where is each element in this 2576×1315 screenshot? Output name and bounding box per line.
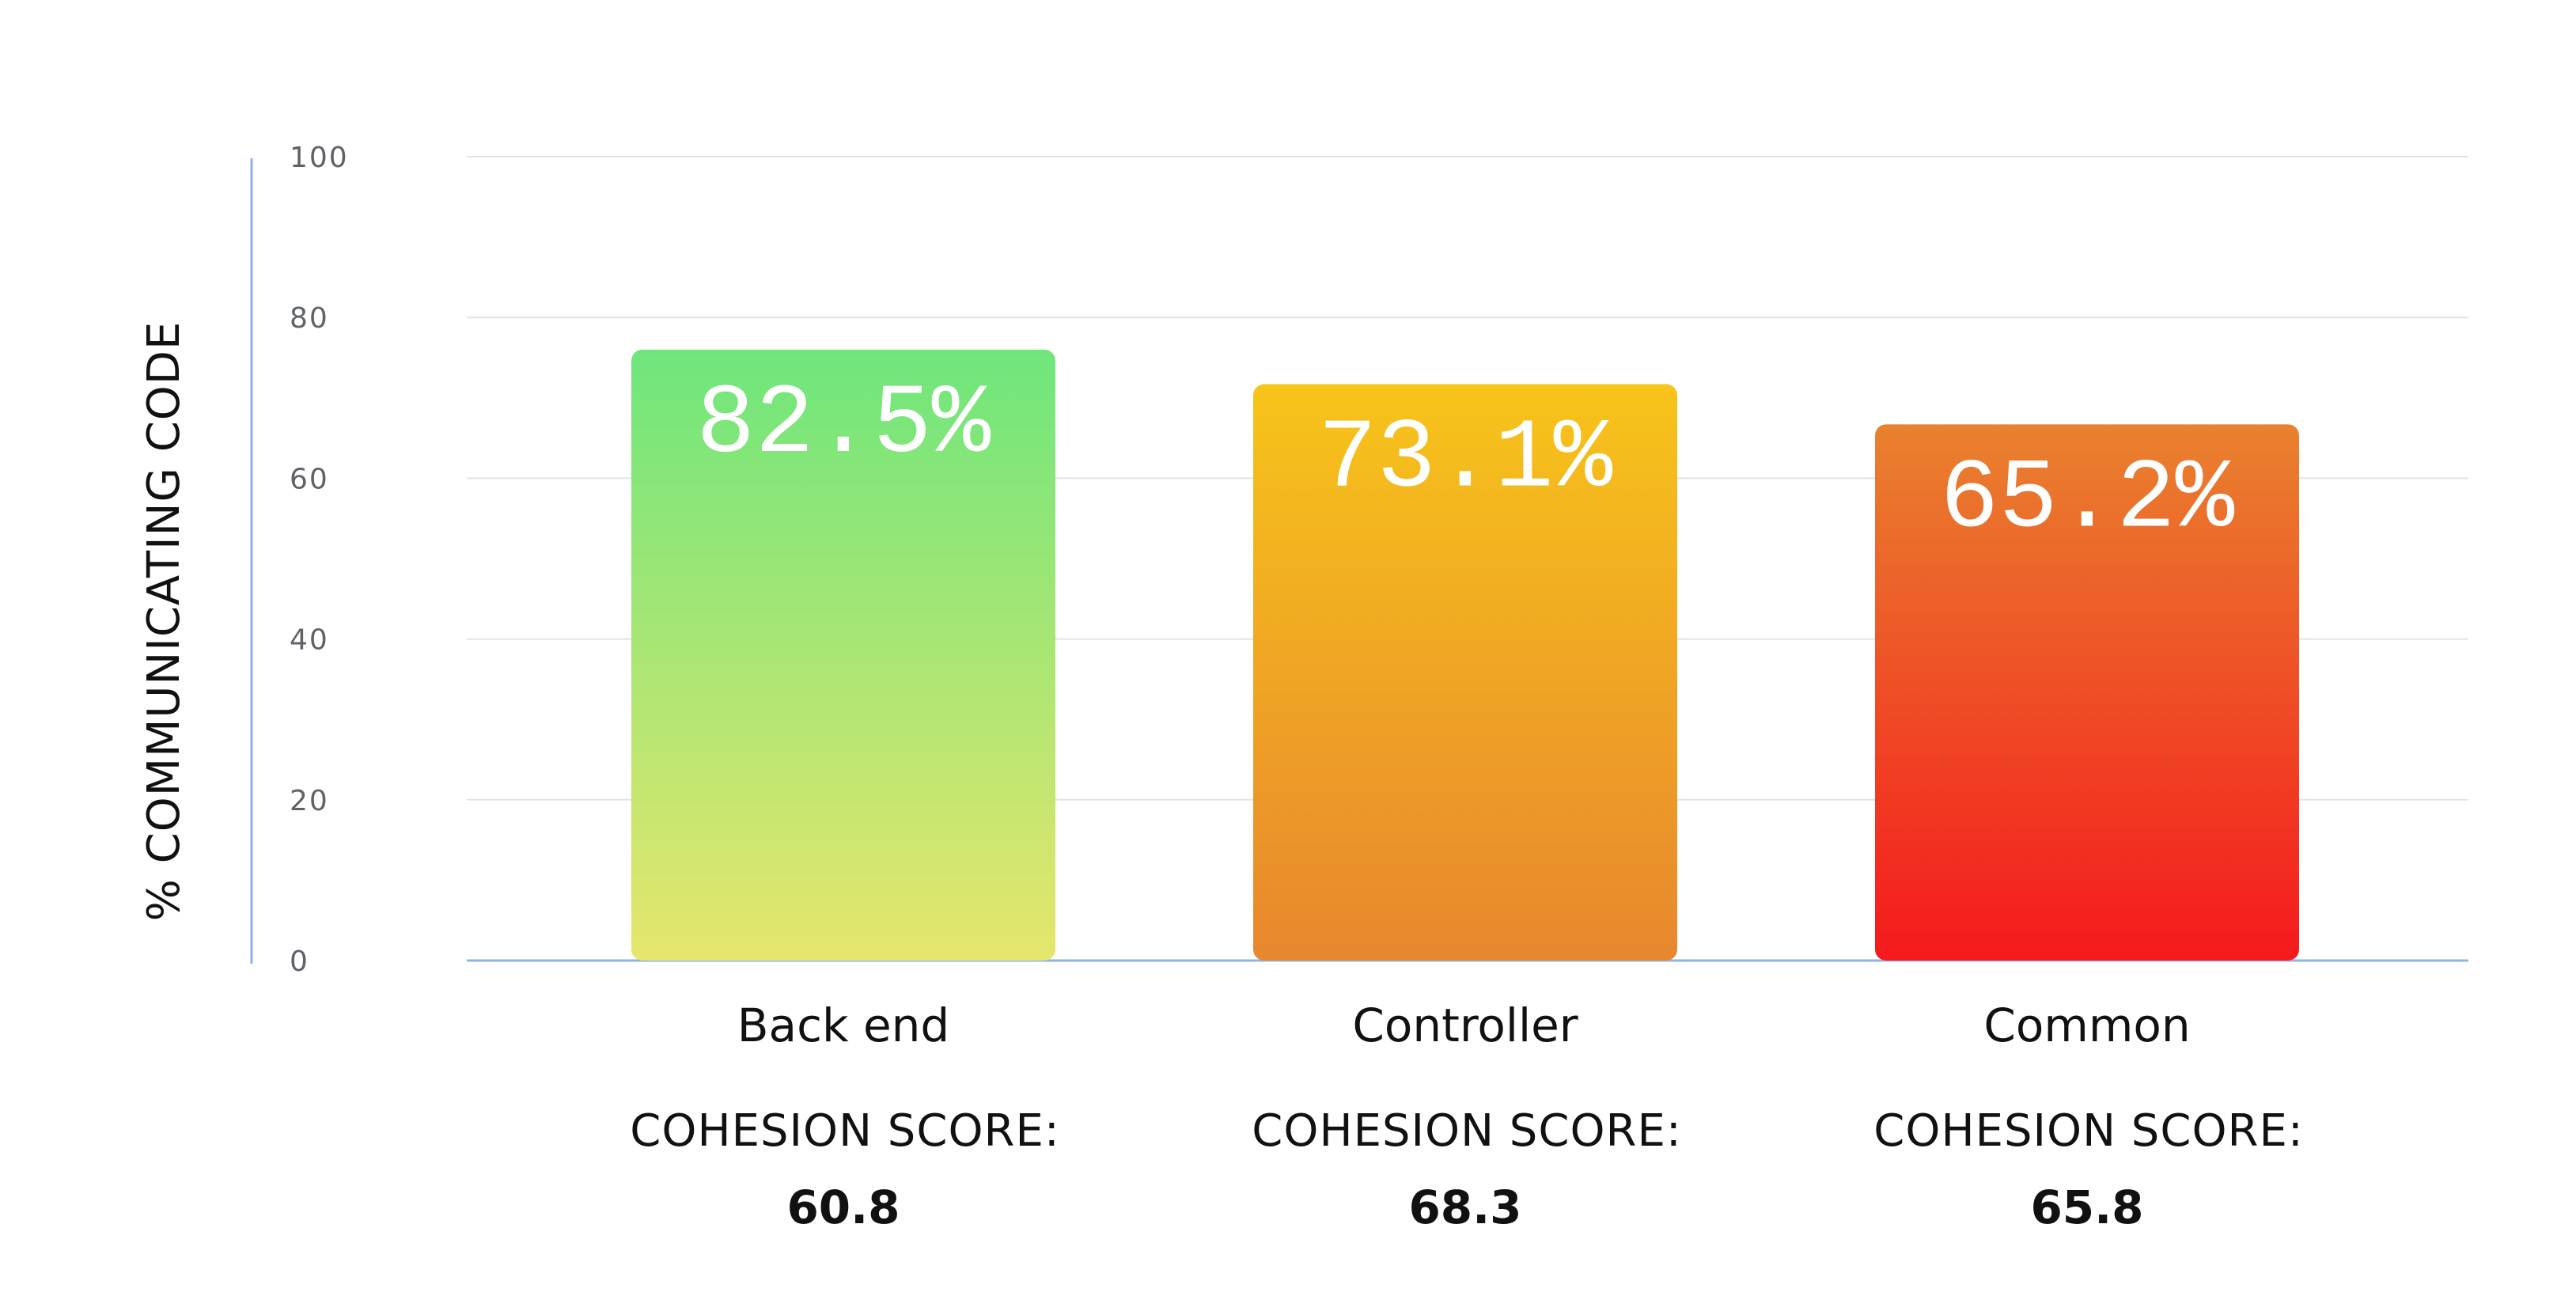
cohesion-score-label: COHESION SCORE: (630, 1105, 1059, 1157)
data-label: 65.2% (1940, 445, 2235, 555)
bar-common (1875, 424, 2299, 961)
y-tick-label: 60 (290, 463, 329, 495)
data-label: 82.5% (696, 370, 991, 481)
y-tick-labels: 0 20 40 60 80 100 (290, 142, 349, 978)
y-tick-label: 80 (290, 302, 329, 335)
cohesion-score-value: 68.3 (1408, 1180, 1521, 1234)
y-axis-title: % COMMUNICATING CODE (138, 321, 190, 922)
cohesion-score-label: COHESION SCORE: (1873, 1105, 2303, 1157)
bar-controller (1253, 384, 1677, 961)
cohesion-score-value: 65.8 (2030, 1180, 2143, 1234)
bars (631, 349, 2299, 961)
data-labels: 82.5% 73.1% 65.2% (696, 370, 2235, 555)
category-labels: Back end COHESION SCORE: 60.8 Controller COH… (630, 999, 2303, 1234)
category-label: Common (1983, 999, 2190, 1052)
category-label: Controller (1352, 999, 1578, 1052)
category-label: Back end (737, 999, 950, 1052)
y-tick-label: 0 (290, 946, 309, 978)
y-tick-label: 100 (290, 142, 349, 174)
data-label: 73.1% (1318, 405, 1613, 516)
cohesion-score-value: 60.8 (786, 1180, 900, 1234)
y-tick-label: 20 (290, 785, 329, 817)
cohesion-score-label: COHESION SCORE: (1252, 1105, 1681, 1157)
y-tick-label: 40 (290, 624, 329, 657)
bar-back-end (631, 349, 1055, 961)
